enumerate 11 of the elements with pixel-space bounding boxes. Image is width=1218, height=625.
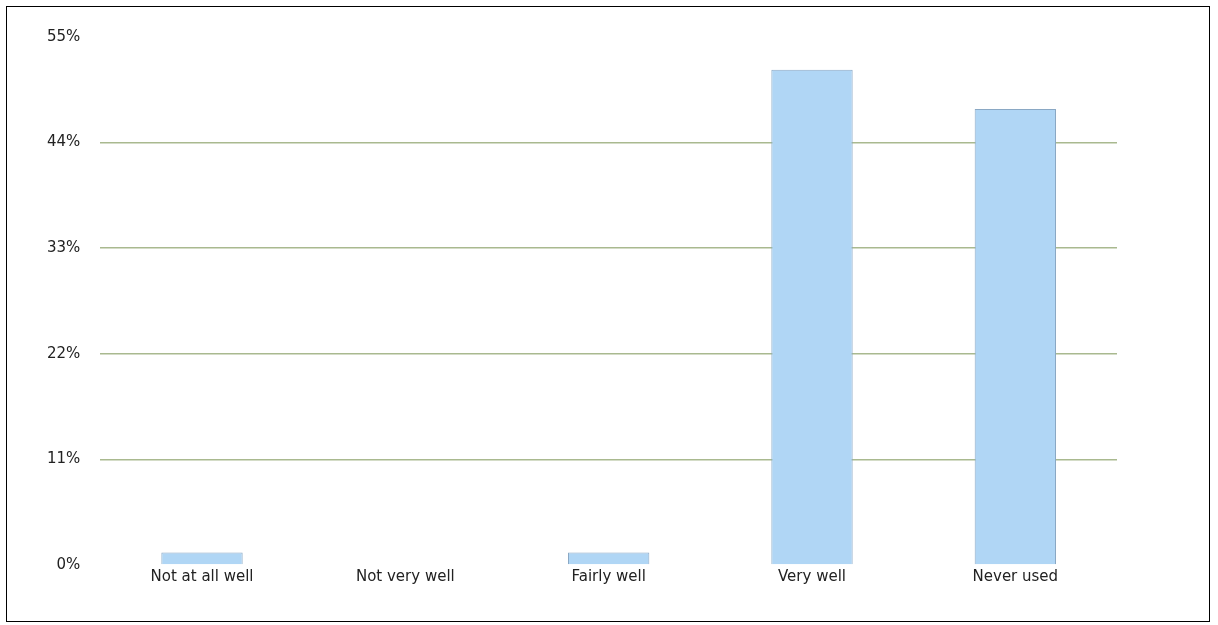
x-tick-label: Not very well xyxy=(355,566,455,585)
y-tick-label: 55% xyxy=(47,26,81,45)
y-tick-label: 11% xyxy=(47,449,81,468)
x-tick-label: Never used xyxy=(972,566,1059,585)
x-tick-label: Fairly well xyxy=(571,566,646,585)
x-tick-label: Not at all well xyxy=(150,566,254,585)
y-tick-label: 0% xyxy=(56,554,81,573)
y-tick-label: 22% xyxy=(47,343,81,362)
y-tick-label: 44% xyxy=(47,132,81,151)
x-tick-label: Very well xyxy=(778,566,846,585)
y-tick-label: 33% xyxy=(47,238,81,257)
